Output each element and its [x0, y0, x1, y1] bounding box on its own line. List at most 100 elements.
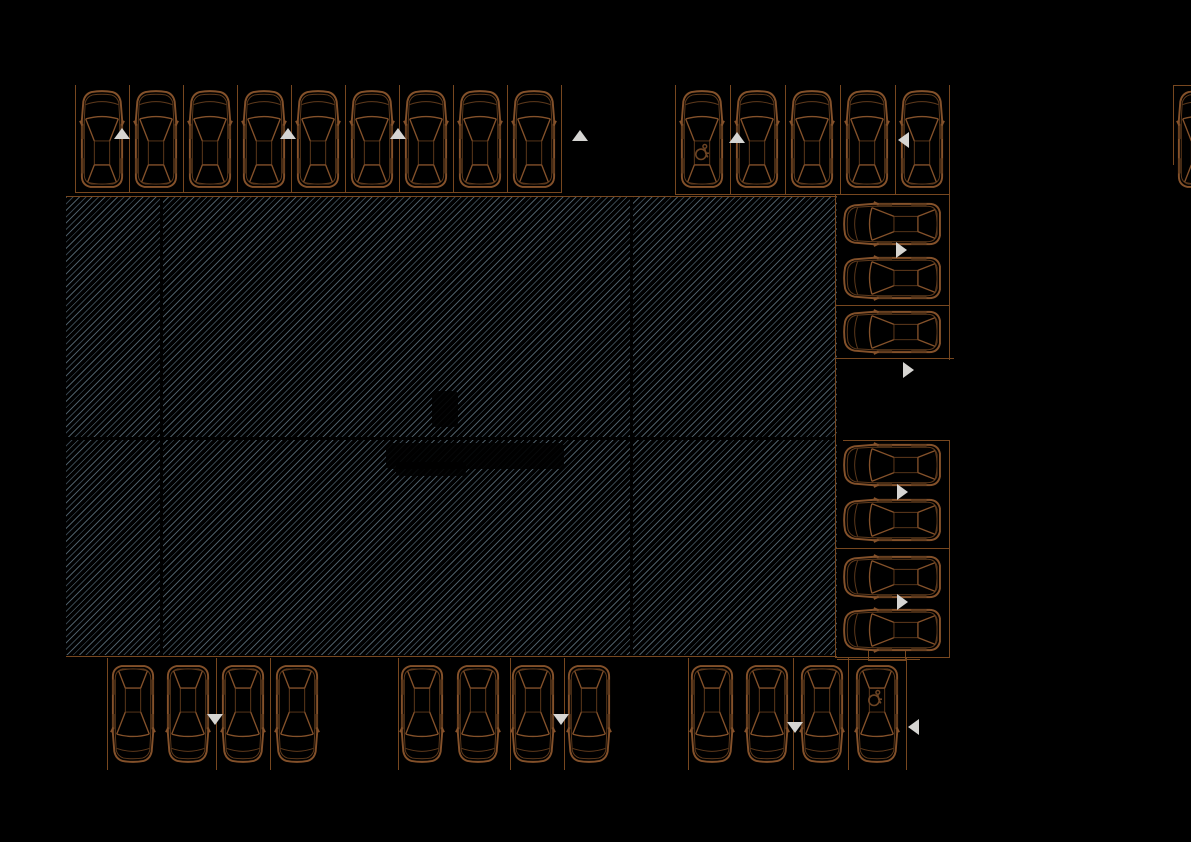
car-glyph: [110, 662, 156, 764]
car-glyph: [842, 442, 944, 488]
stall-line-vertical: [507, 85, 508, 193]
parked-car-top-view: [566, 662, 612, 764]
stall-line-vertical: [949, 85, 950, 195]
traffic-arrow-up-icon: [572, 130, 588, 141]
traffic-arrow-up-icon: [114, 128, 130, 139]
car-glyph: [842, 309, 944, 355]
stall-line-horizontal: [1173, 85, 1191, 86]
stall-line-vertical: [688, 658, 689, 770]
stall-line-vertical: [895, 85, 896, 195]
parked-car-top-view: [842, 607, 944, 653]
parked-car-top-view: [842, 442, 944, 488]
car-glyph: [789, 89, 835, 191]
stall-line-vertical: [785, 85, 786, 195]
stall-line-vertical: [398, 658, 399, 770]
car-glyph: [79, 89, 125, 191]
parked-car-top-view: [457, 89, 503, 191]
stall-line-vertical: [510, 658, 511, 770]
stall-line-vertical: [949, 194, 950, 360]
car-glyph: [165, 662, 211, 764]
grid-seam-horizontal: [66, 437, 837, 440]
traffic-arrow-left-icon: [908, 719, 919, 735]
parked-car-top-view: [842, 497, 944, 543]
parked-car-top-view: [689, 662, 735, 764]
parked-car-top-view: [511, 89, 557, 191]
stall-line-horizontal: [675, 194, 950, 195]
car-glyph: [510, 662, 556, 764]
stall-line-vertical: [561, 85, 562, 193]
parked-car-top-view: [842, 309, 944, 355]
stall-line-vertical: [1173, 85, 1174, 165]
traffic-arrow-down-icon: [207, 714, 223, 725]
parked-car-top-view: [220, 662, 266, 764]
stall-line-vertical: [848, 658, 849, 770]
parked-car-top-view: [744, 662, 790, 764]
stall-line-vertical: [345, 85, 346, 193]
stall-line-horizontal: [66, 656, 837, 657]
illegible-label: [396, 462, 466, 476]
car-glyph: [399, 662, 445, 764]
car-glyph: [455, 662, 501, 764]
parked-car-top-view: [165, 662, 211, 764]
stall-line-vertical: [675, 85, 676, 195]
traffic-arrow-right-icon: [896, 242, 907, 258]
car-glyph: [842, 607, 944, 653]
parked-car-top-view: [295, 89, 341, 191]
stall-line-vertical: [840, 85, 841, 195]
stall-line-horizontal: [75, 192, 561, 193]
parked-car-top-view: [844, 89, 890, 191]
car-glyph: [689, 662, 735, 764]
parked-car-top-view: [133, 89, 179, 191]
stall-line-horizontal: [835, 657, 950, 658]
stall-line-horizontal: [66, 196, 837, 197]
parked-car-top-view: [1176, 89, 1191, 191]
car-glyph: [511, 89, 557, 191]
car-glyph: [799, 662, 845, 764]
parked-car-top-view: [842, 255, 944, 301]
grid-seam-vertical: [160, 197, 163, 655]
car-glyph: [744, 662, 790, 764]
parked-car-top-view: [349, 89, 395, 191]
parked-car-top-view: [274, 662, 320, 764]
stall-line-horizontal: [843, 440, 950, 441]
parked-car-top-view: [842, 554, 944, 600]
grid-seam-vertical: [630, 197, 633, 655]
stall-line-vertical: [237, 85, 238, 193]
stall-line-horizontal: [835, 358, 954, 359]
stall-line-vertical: [129, 85, 130, 193]
stall-line-vertical: [107, 658, 108, 770]
car-glyph: [679, 89, 725, 191]
traffic-arrow-right-icon: [903, 362, 914, 378]
stall-line-vertical: [793, 658, 794, 770]
parked-car-top-view: [399, 662, 445, 764]
car-glyph: [220, 662, 266, 764]
car-glyph: [844, 89, 890, 191]
car-glyph: [295, 89, 341, 191]
car-glyph: [842, 255, 944, 301]
car-glyph: [842, 201, 944, 247]
stall-line-vertical: [291, 85, 292, 193]
car-glyph: [274, 662, 320, 764]
parked-car-top-view: [241, 89, 287, 191]
stall-line-vertical: [399, 85, 400, 193]
accessible-parking-icon: [867, 689, 884, 707]
traffic-arrow-right-icon: [897, 594, 908, 610]
stall-line-horizontal: [835, 305, 950, 306]
car-glyph: [854, 662, 900, 764]
car-glyph: [133, 89, 179, 191]
parked-car-top-view: [79, 89, 125, 191]
car-glyph: [1176, 89, 1191, 191]
traffic-arrow-up-icon: [729, 132, 745, 143]
stall-line-vertical: [270, 658, 271, 770]
car-glyph: [842, 554, 944, 600]
stall-line-horizontal: [837, 659, 920, 660]
parked-car-top-view: [842, 201, 944, 247]
stall-line-vertical: [183, 85, 184, 193]
stall-line-vertical: [906, 658, 907, 770]
accessible-parking-icon: [694, 143, 711, 161]
car-glyph: [241, 89, 287, 191]
traffic-arrow-up-icon: [280, 128, 296, 139]
illegible-label: [432, 391, 458, 427]
parked-car-top-view: [679, 89, 725, 191]
parked-car-top-view: [789, 89, 835, 191]
